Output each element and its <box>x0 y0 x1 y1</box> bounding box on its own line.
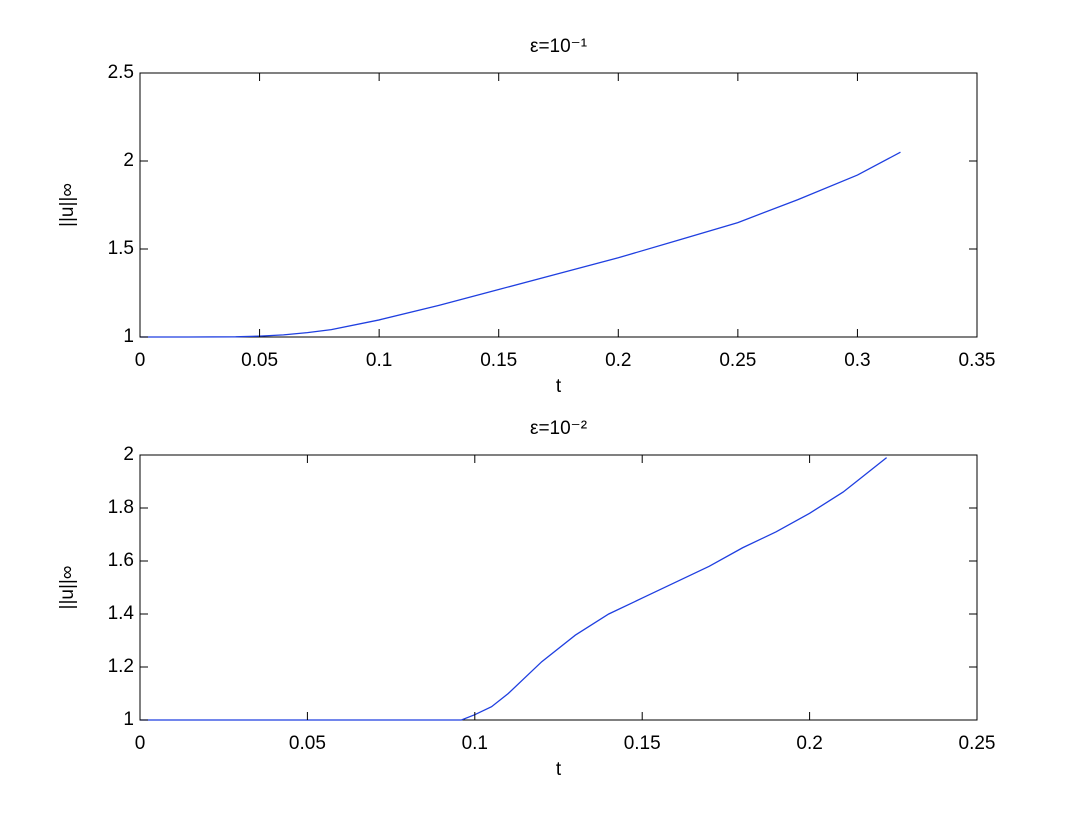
x-tick-label: 0.1 <box>462 733 488 754</box>
x-tick-label: 0.05 <box>289 733 326 754</box>
x-axis-label: t <box>556 759 562 780</box>
x-tick-label: 0.15 <box>480 350 517 371</box>
y-tick-label: 2 <box>123 150 134 171</box>
plot-area <box>139 72 978 338</box>
x-tick-label: 0 <box>135 733 146 754</box>
x-tick-label: 0.25 <box>959 733 996 754</box>
x-tick-label: 0.25 <box>719 350 756 371</box>
plot-area <box>139 454 978 721</box>
y-tick-label: 1.8 <box>108 497 134 518</box>
y-tick-label: 1 <box>123 326 134 347</box>
y-tick-label: 2.5 <box>108 62 134 83</box>
x-tick-label: 0.35 <box>959 350 996 371</box>
y-tick-label: 1.2 <box>108 656 134 677</box>
x-axis-label: t <box>556 376 562 397</box>
y-axis-label: ||u||∞ <box>57 566 78 610</box>
y-axis-label: ||u||∞ <box>57 183 78 227</box>
y-tick-label: 1.5 <box>108 238 134 259</box>
chart-title: ε=10⁻² <box>530 418 587 439</box>
x-tick-label: 0.3 <box>844 350 870 371</box>
x-tick-label: 0.05 <box>241 350 278 371</box>
x-tick-label: 0 <box>135 350 146 371</box>
y-tick-label: 1.4 <box>108 603 135 624</box>
y-tick-label: 1 <box>123 709 134 730</box>
x-tick-label: 0.2 <box>605 350 631 371</box>
line-series <box>140 457 888 721</box>
x-tick-label: 0.2 <box>796 733 822 754</box>
x-tick-label: 0.1 <box>366 350 392 371</box>
y-tick-label: 1.6 <box>108 550 134 571</box>
y-tick-label: 2 <box>123 444 134 465</box>
chart-title: ε=10⁻¹ <box>530 36 587 57</box>
line-series <box>140 151 901 338</box>
x-tick-label: 0.15 <box>624 733 661 754</box>
